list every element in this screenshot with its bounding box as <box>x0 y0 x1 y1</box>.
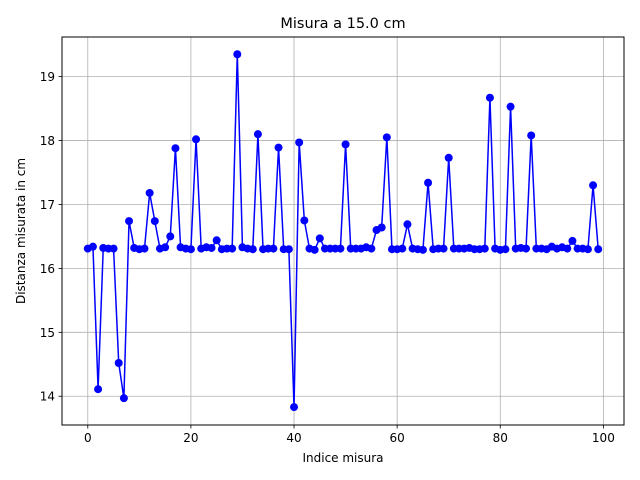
y-axis-ticks: 14 15 16 17 18 19 <box>40 70 62 404</box>
data-point <box>114 358 123 367</box>
data-point <box>295 138 304 147</box>
chart-title: Misura a 15.0 cm <box>280 16 405 32</box>
data-point <box>145 188 154 197</box>
x-tick-label: 0 <box>84 431 92 445</box>
data-point <box>563 244 572 253</box>
data-point <box>568 236 577 245</box>
data-point <box>382 133 391 142</box>
data-point <box>212 236 221 245</box>
data-point <box>485 93 494 102</box>
data-point <box>439 244 448 253</box>
data-point <box>506 102 515 111</box>
data-point <box>269 244 278 253</box>
data-point <box>284 245 293 254</box>
y-axis-label: Distanza misurata in cm <box>14 158 28 304</box>
data-point <box>233 50 242 59</box>
y-tick-label: 16 <box>40 262 55 276</box>
data-point <box>274 143 283 152</box>
y-tick-label: 17 <box>40 198 55 212</box>
x-axis-label: Indice misura <box>302 451 383 465</box>
data-point <box>207 243 216 252</box>
data-point <box>186 245 195 254</box>
y-tick-label: 19 <box>40 70 55 84</box>
data-point <box>367 244 376 253</box>
x-tick-label: 40 <box>286 431 301 445</box>
data-point <box>594 245 603 254</box>
data-point <box>418 245 427 254</box>
data-point <box>501 245 510 254</box>
x-tick-label: 60 <box>389 431 404 445</box>
data-point <box>253 130 262 139</box>
plot-series <box>83 50 603 412</box>
data-point <box>300 216 309 225</box>
data-point <box>398 244 407 253</box>
data-point <box>166 232 175 241</box>
data-point <box>161 243 170 252</box>
data-point <box>341 140 350 149</box>
data-point <box>583 245 592 254</box>
data-point <box>125 217 134 226</box>
series-line <box>87 54 599 408</box>
y-tick-label: 15 <box>40 326 55 340</box>
data-point <box>150 217 159 226</box>
data-point <box>403 220 412 229</box>
data-point <box>228 244 237 253</box>
x-tick-label: 100 <box>592 431 615 445</box>
axes-frame <box>61 36 625 426</box>
data-point <box>315 234 324 243</box>
data-point <box>171 144 180 153</box>
data-point <box>310 245 319 254</box>
x-tick-label: 20 <box>183 431 198 445</box>
data-point <box>480 244 489 253</box>
data-point <box>444 153 453 162</box>
data-point <box>88 242 97 251</box>
data-point <box>522 244 531 253</box>
data-point <box>377 223 386 232</box>
data-point <box>527 131 536 140</box>
data-point <box>109 244 118 253</box>
data-point <box>424 178 433 187</box>
data-point <box>248 245 257 254</box>
data-point <box>589 181 598 190</box>
data-point <box>119 394 128 403</box>
data-point <box>290 403 299 412</box>
x-axis-ticks: 0 20 40 60 80 100 <box>84 425 615 445</box>
x-tick-label: 80 <box>493 431 508 445</box>
y-tick-label: 18 <box>40 134 55 148</box>
data-point <box>140 244 149 253</box>
data-point <box>336 244 345 253</box>
data-point <box>94 385 103 394</box>
data-point <box>192 135 201 144</box>
y-tick-label: 14 <box>40 390 55 404</box>
